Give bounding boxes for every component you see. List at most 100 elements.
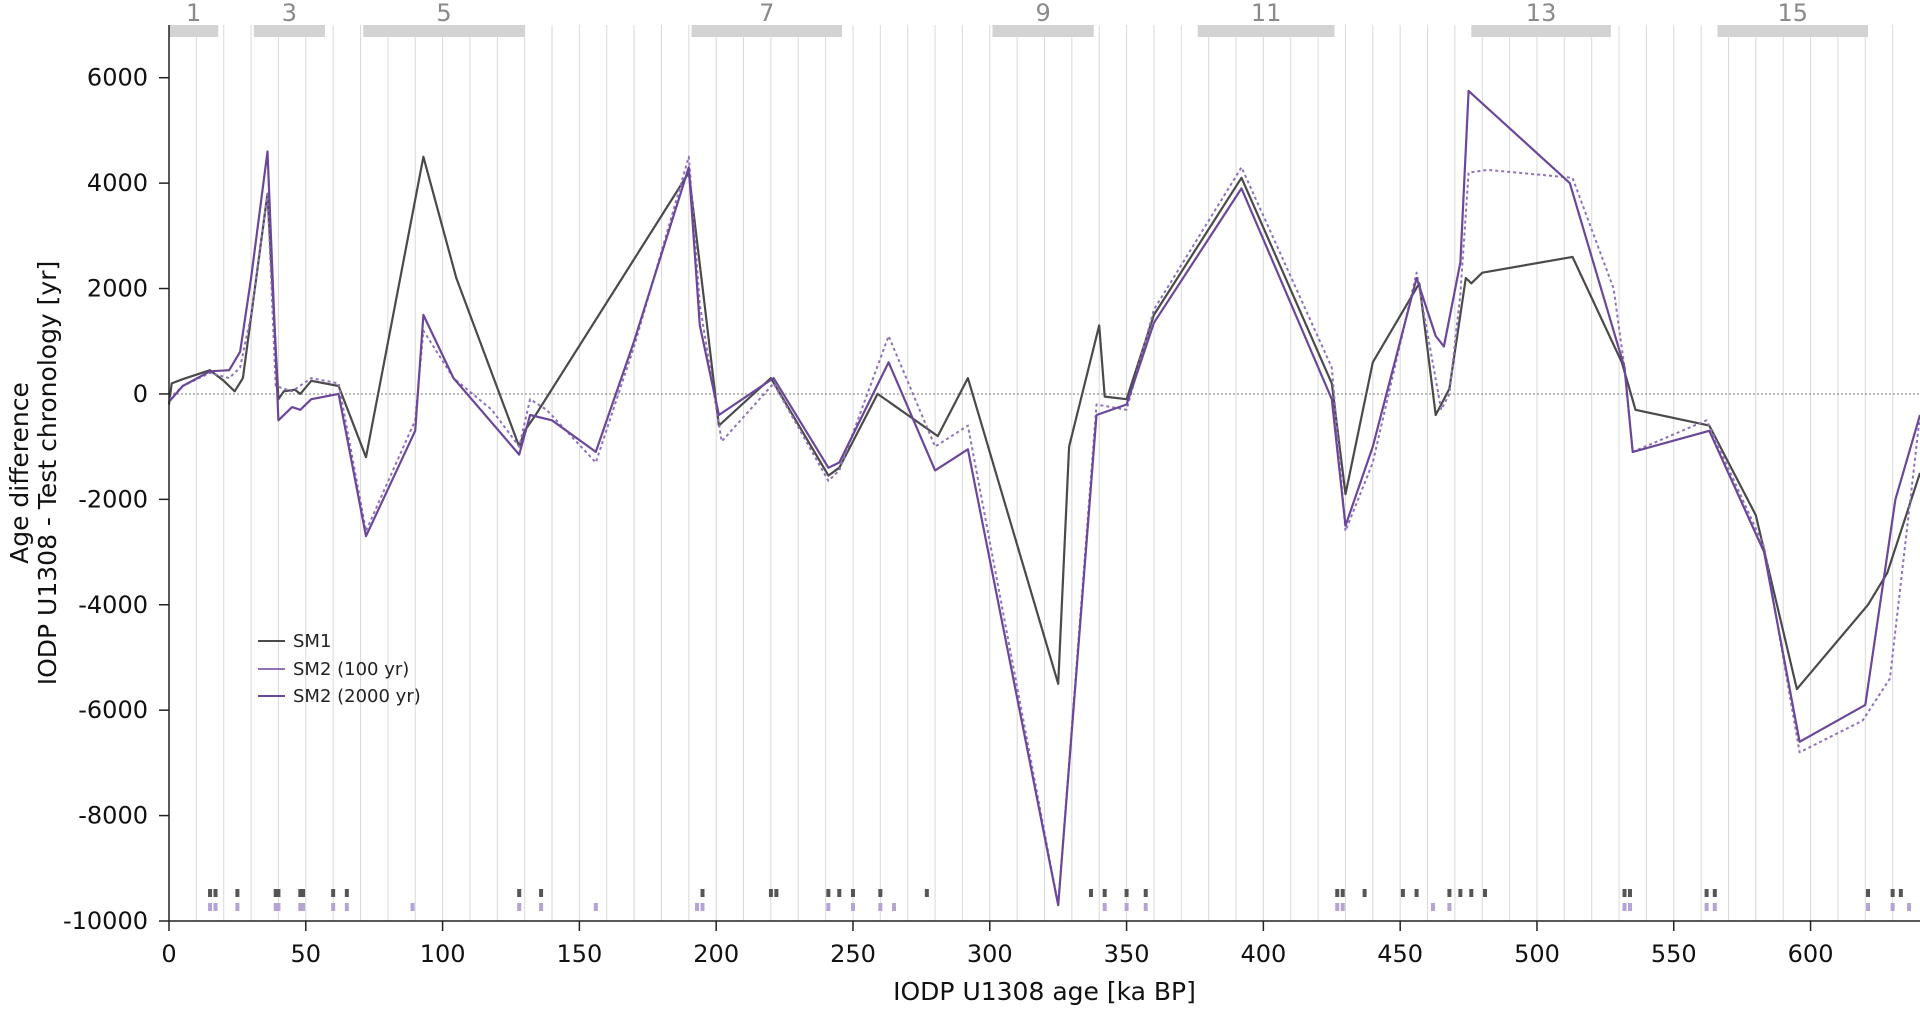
legend: SM1 SM2 (100 yr) SM2 (2000 yr) [258, 631, 421, 707]
tie-point-sm1 [924, 889, 929, 897]
tie-point-sm1 [1482, 889, 1487, 897]
legend-label-sm1: SM1 [293, 631, 331, 652]
tie-point-sm1 [1712, 889, 1717, 897]
tie-point-sm1 [1335, 889, 1340, 897]
mis-stage-bar [169, 25, 219, 37]
legend-label-sm2-2000yr: SM2 (2000 yr) [293, 686, 421, 707]
tie-point-sm1 [878, 889, 883, 897]
x-tick-label: 100 [420, 940, 466, 968]
tie-point-sm2 [1143, 903, 1148, 911]
y-tick-label: -8000 [78, 802, 148, 830]
y-tick-label: 6000 [87, 64, 148, 92]
series-line-sm2-100-yr [168, 155, 1920, 907]
tie-point-sm1 [1124, 889, 1129, 897]
y-tick-label: -10000 [63, 907, 148, 935]
tie-point-sm1 [1447, 889, 1452, 897]
x-tick-label: 50 [291, 940, 322, 968]
tie-point-sm2 [1431, 903, 1436, 911]
x-tick-label: 250 [830, 940, 876, 968]
tie-point-sm1 [1102, 889, 1107, 897]
tie-point-sm2 [301, 903, 306, 911]
tie-point-sm1 [298, 889, 303, 897]
tie-point-sm2 [539, 903, 544, 911]
tie-point-sm1 [1362, 889, 1367, 897]
tie-point-sm1 [273, 889, 278, 897]
x-axis-ticks: 0 50 100 150 200 250 300 350 400 450 500 550 600 [161, 921, 1833, 968]
tie-point-sm2 [1627, 903, 1632, 911]
mis-stage-bar [363, 25, 525, 37]
tie-point-sm2 [344, 903, 349, 911]
mis-stage-label: 3 [282, 0, 297, 27]
mis-stage-bar [691, 25, 843, 37]
x-tick-label: 150 [556, 940, 602, 968]
legend-label-sm2-100yr: SM2 (100 yr) [293, 659, 409, 680]
mis-stage-label: 5 [436, 0, 451, 27]
tie-point-sm1 [1089, 889, 1094, 897]
tie-point-sm2 [1335, 903, 1340, 911]
mis-stage-bar [253, 25, 325, 37]
x-tick-label: 500 [1514, 940, 1560, 968]
tie-point-sm2 [331, 903, 336, 911]
tie-point-sm2 [213, 903, 218, 911]
mis-stage-bar [1197, 25, 1335, 37]
tie-point-sm1 [837, 889, 842, 897]
series-layer [167, 89, 1920, 907]
x-tick-label: 600 [1788, 940, 1834, 968]
tie-point-sm2 [273, 903, 278, 911]
y-tick-label: 0 [133, 380, 148, 408]
y-tick-label: 4000 [87, 169, 148, 197]
tie-point-sm1 [517, 889, 522, 897]
tie-point-sm1 [1866, 889, 1871, 897]
tie-point-sm2 [1866, 903, 1871, 911]
tie-point-sm2 [517, 903, 522, 911]
x-tick-label: 350 [1104, 940, 1150, 968]
tie-point-sm1 [1340, 889, 1345, 897]
tie-point-sm1 [1890, 889, 1895, 897]
tie-point-sm1 [1143, 889, 1148, 897]
mis-stage-bar [992, 25, 1094, 37]
tie-point-sm1 [213, 889, 218, 897]
tie-point-sm2 [1890, 903, 1895, 911]
tie-point-sm2 [1102, 903, 1107, 911]
tie-point-sm1 [344, 889, 349, 897]
tie-point-sm2 [878, 903, 883, 911]
y-axis-title-line-2: IODP U1308 - Test chronology [yr] [33, 261, 62, 686]
tie-point-sm2 [1622, 903, 1627, 911]
tie-point-sm1 [768, 889, 773, 897]
y-tick-label: -2000 [78, 485, 148, 513]
tie-point-sm1 [1704, 889, 1709, 897]
mis-stage-label: 9 [1035, 0, 1050, 27]
mis-stage-label: 1 [186, 0, 201, 27]
tie-point-sm2 [593, 903, 598, 911]
x-tick-label: 0 [161, 940, 176, 968]
tie-point-sm1 [331, 889, 336, 897]
tie-point-sm2 [695, 903, 700, 911]
vertical-grid [195, 25, 1894, 921]
tie-point-sm2 [208, 903, 213, 911]
y-axis-ticks: 6000 4000 2000 0 -2000 -4000 -6000 -8000 -10000 [63, 64, 169, 935]
x-axis-title: IODP U1308 age [ka BP] [893, 977, 1196, 1006]
tie-point-markers [208, 889, 1912, 911]
tie-point-sm2 [276, 903, 281, 911]
y-tick-label: -4000 [78, 591, 148, 619]
mis-stage-label: 11 [1251, 0, 1282, 27]
tie-point-sm1 [1400, 889, 1405, 897]
tie-point-sm1 [826, 889, 831, 897]
tie-point-sm1 [1627, 889, 1632, 897]
y-axis-title-line-1: Age difference [5, 382, 34, 564]
tie-point-sm1 [208, 889, 213, 897]
mis-stage-label: 7 [759, 0, 774, 27]
tie-point-sm2 [850, 903, 855, 911]
tie-point-sm2 [1447, 903, 1452, 911]
mis-stage-bars: 1 3 5 7 9 11 13 15 [169, 0, 1869, 37]
tie-point-sm2 [1907, 903, 1912, 911]
mis-stage-bar [1471, 25, 1611, 37]
tie-point-sm1 [539, 889, 544, 897]
tie-point-sm1 [1898, 889, 1903, 897]
x-tick-label: 550 [1651, 940, 1697, 968]
mis-stage-label: 15 [1778, 0, 1809, 27]
y-tick-label: -6000 [78, 696, 148, 724]
x-tick-label: 200 [693, 940, 739, 968]
x-tick-label: 300 [967, 940, 1013, 968]
tie-point-sm2 [1124, 903, 1129, 911]
